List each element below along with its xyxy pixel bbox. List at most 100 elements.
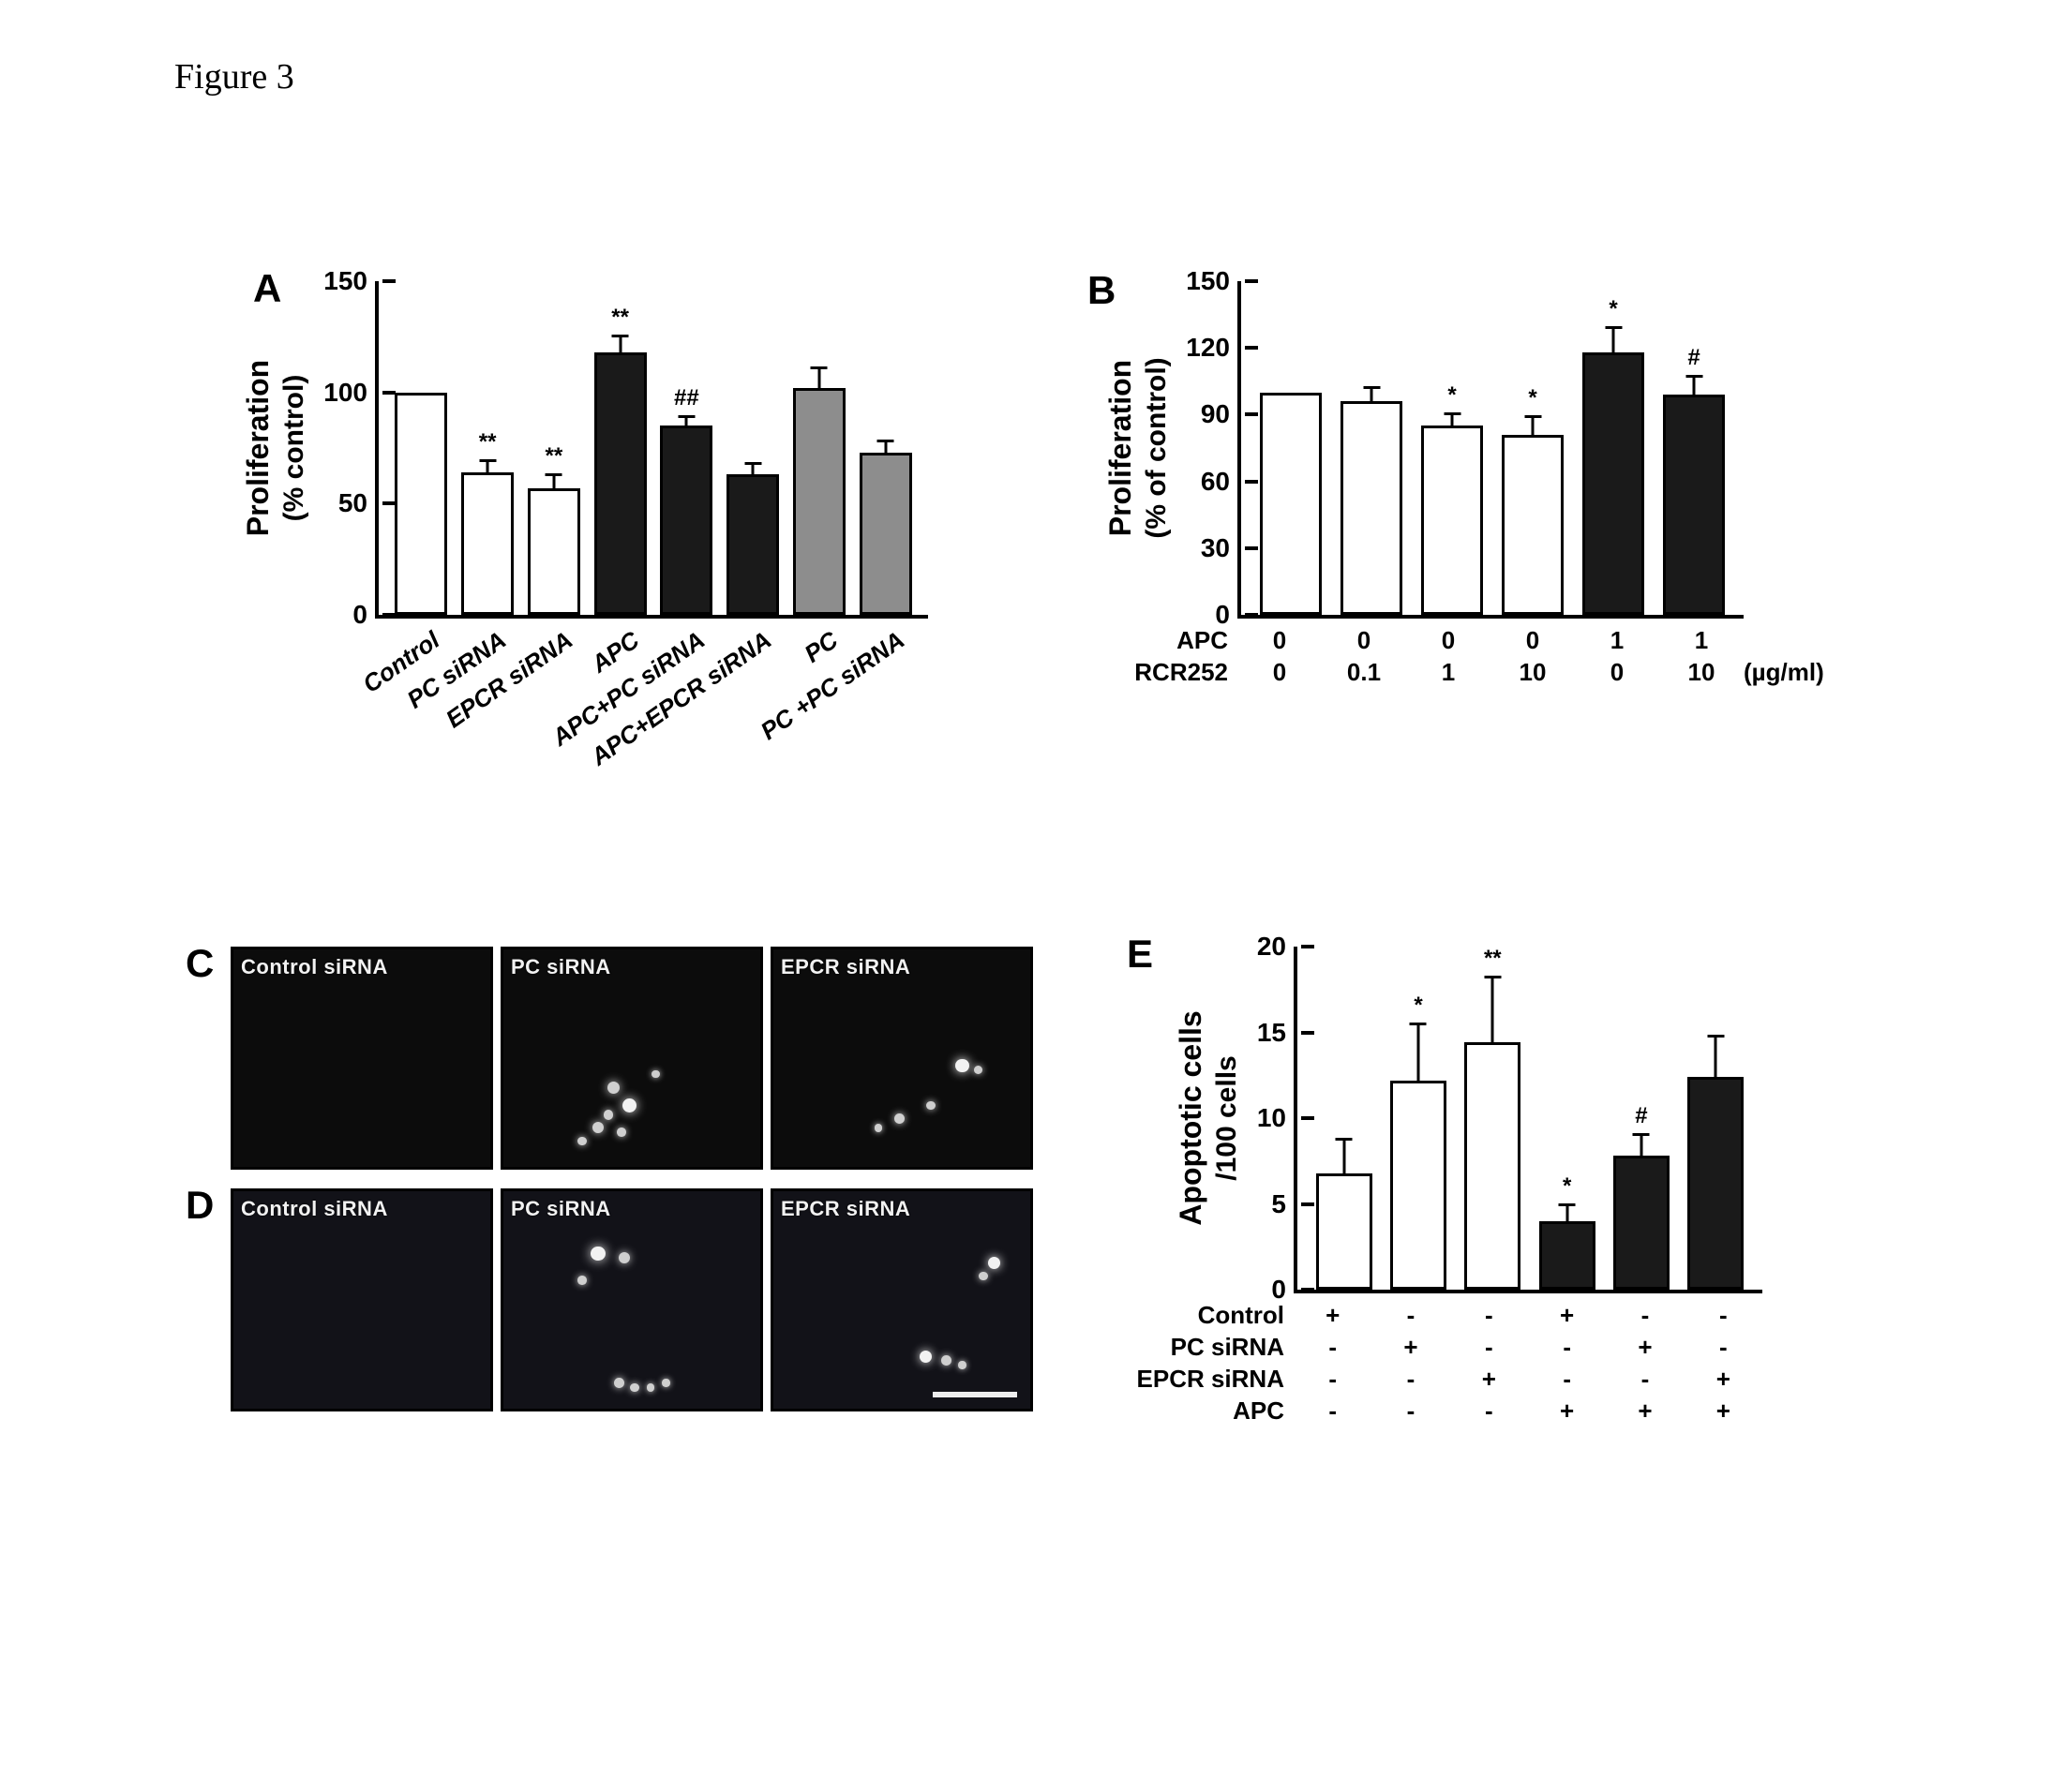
xrow-cell: - [1450, 1333, 1528, 1362]
xrow-cell: - [1371, 1365, 1449, 1394]
speck [894, 1113, 905, 1124]
xrow-cell: 0 [1322, 626, 1406, 655]
speck [630, 1383, 639, 1393]
ytick: 150 [1186, 266, 1241, 296]
error-bar [752, 462, 755, 478]
xrow: PC siRNA-+--+- [1125, 1333, 1762, 1362]
bar [793, 388, 846, 615]
xrow-cell: 1 [1575, 626, 1659, 655]
speck [604, 1110, 614, 1120]
speck [979, 1272, 988, 1281]
microscopy-label: PC siRNA [511, 955, 611, 979]
bar: # [1613, 1156, 1670, 1290]
microscopy-label: PC siRNA [511, 1197, 611, 1221]
significance-marker: ** [611, 305, 629, 331]
panel-d-letter: D [186, 1183, 214, 1228]
speck [647, 1383, 654, 1391]
xrow-cell: - [1685, 1333, 1762, 1362]
xrow-name: RCR252 [1078, 658, 1237, 687]
speck [619, 1252, 630, 1263]
ytick: 60 [1201, 467, 1241, 497]
xrow-cell: - [1294, 1333, 1371, 1362]
panel-a-plot: Proliferation (% control) Control**PC si… [375, 281, 928, 619]
significance-marker: ## [674, 385, 699, 411]
scale-bar [933, 1392, 1017, 1397]
xrow-cell: + [1371, 1333, 1449, 1362]
ylabel-line2: /100 cells [1211, 1055, 1242, 1180]
ytick: 30 [1201, 533, 1241, 563]
xrow-cell: + [1450, 1365, 1528, 1394]
xrow-name: EPCR siRNA [1125, 1365, 1294, 1394]
bar [860, 453, 912, 615]
error-bar [1416, 1023, 1419, 1083]
error-bar [1640, 1133, 1642, 1159]
bar-slot: APC+EPCR siRNA [720, 281, 786, 615]
xrow-cell: 0 [1406, 626, 1490, 655]
panel-b-ylabel: Proliferation (% of control) [1103, 357, 1173, 538]
xrow-name: Control [1125, 1301, 1294, 1330]
unit-suffix: (µg/ml) [1744, 658, 1856, 687]
xrow-cell: - [1450, 1301, 1528, 1330]
ylabel-line1: Proliferation [241, 360, 275, 536]
xrow-cell: 0 [1490, 626, 1575, 655]
xrow-cell: + [1606, 1396, 1684, 1426]
xrow-cell: - [1294, 1396, 1371, 1426]
microscopy-image: EPCR siRNA [771, 1188, 1033, 1411]
bar [726, 474, 779, 615]
xrow-cell: 10 [1659, 658, 1744, 687]
xrow-name: PC siRNA [1125, 1333, 1294, 1362]
figure-label: Figure 3 [174, 56, 294, 97]
bar: ** [528, 488, 580, 615]
speck [875, 1124, 882, 1131]
panel-b-plot: Proliferation (% of control) ***# 030609… [1237, 281, 1744, 619]
microscopy-image: EPCR siRNA [771, 947, 1033, 1170]
speck [577, 1276, 587, 1285]
xrow-cell: + [1685, 1396, 1762, 1426]
microscopy-label: Control siRNA [241, 955, 388, 979]
panel-c-letter: C [186, 941, 214, 986]
xrow-cell: - [1606, 1365, 1684, 1394]
microscopy-label: EPCR siRNA [781, 1197, 910, 1221]
ytick: 50 [338, 488, 379, 518]
bar: * [1390, 1081, 1446, 1290]
speck [607, 1082, 620, 1094]
xrow-cell: + [1606, 1333, 1684, 1362]
error-bar [817, 366, 820, 391]
ytick: 120 [1186, 333, 1241, 363]
xrow: APC000011 [1078, 626, 1856, 655]
microscopy-image: Control siRNA [231, 1188, 493, 1411]
panel-a: A Proliferation (% control) Control**PC … [234, 272, 947, 731]
xrow-cell: - [1528, 1365, 1606, 1394]
microscopy-label: Control siRNA [241, 1197, 388, 1221]
ylabel-line1: Proliferation [1103, 360, 1137, 536]
error-bar [685, 415, 688, 428]
ytick: 150 [323, 266, 379, 296]
panel-d-grid: Control siRNA PC siRNA EPCR siRNA [231, 1188, 1033, 1411]
error-bar [1715, 1035, 1717, 1080]
bar: * [1421, 426, 1483, 615]
bar-slot [1681, 947, 1750, 1290]
speck [591, 1247, 606, 1262]
xrow: RCR25200.1110010(µg/ml) [1078, 658, 1856, 687]
speck [617, 1127, 626, 1137]
error-bar [884, 440, 887, 455]
error-bar [1491, 976, 1494, 1045]
bar-slot: PC [786, 281, 852, 615]
xrow-cell: + [1528, 1301, 1606, 1330]
panel-c: C Control siRNAPC siRNAEPCR siRNA [206, 947, 1033, 1170]
xrow-cell: 0 [1237, 658, 1322, 687]
speck [926, 1101, 936, 1111]
error-bar [1565, 1203, 1568, 1224]
microscopy-label: EPCR siRNA [781, 955, 910, 979]
bar: ** [594, 352, 647, 615]
bar-slot: # [1607, 947, 1676, 1290]
bar-slot [1334, 281, 1409, 615]
bar: * [1539, 1221, 1595, 1290]
ylabel-line2: (% control) [278, 375, 309, 522]
speck [652, 1070, 659, 1078]
significance-marker: ** [546, 443, 563, 470]
ytick: 0 [352, 600, 379, 630]
panel-e-ylabel: Apoptotic cells /100 cells [1174, 1010, 1243, 1225]
bar-slot [1253, 281, 1328, 615]
bar-slot: **APC [588, 281, 653, 615]
